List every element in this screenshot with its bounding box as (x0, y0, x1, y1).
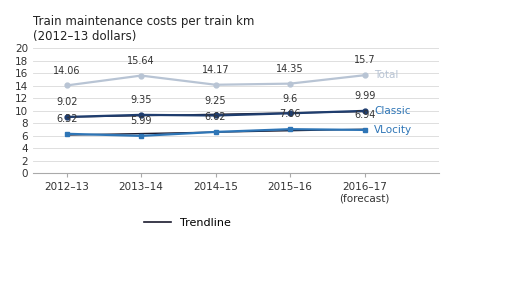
Text: 5.99: 5.99 (131, 116, 152, 126)
Text: 15.64: 15.64 (127, 56, 155, 66)
Text: 9.6: 9.6 (282, 94, 298, 104)
Text: 6.94: 6.94 (354, 110, 375, 120)
Text: Total: Total (374, 69, 399, 79)
Text: 9.25: 9.25 (205, 96, 227, 106)
Text: 15.7: 15.7 (354, 56, 376, 66)
Text: 14.35: 14.35 (276, 64, 304, 74)
Text: 14.06: 14.06 (53, 66, 80, 76)
Text: 7.06: 7.06 (279, 109, 301, 120)
Text: 14.17: 14.17 (202, 65, 230, 75)
Legend: Trendline: Trendline (139, 214, 236, 233)
Text: 9.99: 9.99 (354, 91, 375, 101)
Text: Classic: Classic (374, 106, 411, 116)
Text: 9.02: 9.02 (56, 97, 77, 107)
Text: Train maintenance costs per train km
(2012–13 dollars): Train maintenance costs per train km (20… (33, 15, 254, 43)
Text: VLocity: VLocity (374, 125, 412, 135)
Text: 6.32: 6.32 (56, 114, 77, 124)
Text: 9.35: 9.35 (131, 95, 152, 105)
Text: 6.62: 6.62 (205, 112, 227, 122)
